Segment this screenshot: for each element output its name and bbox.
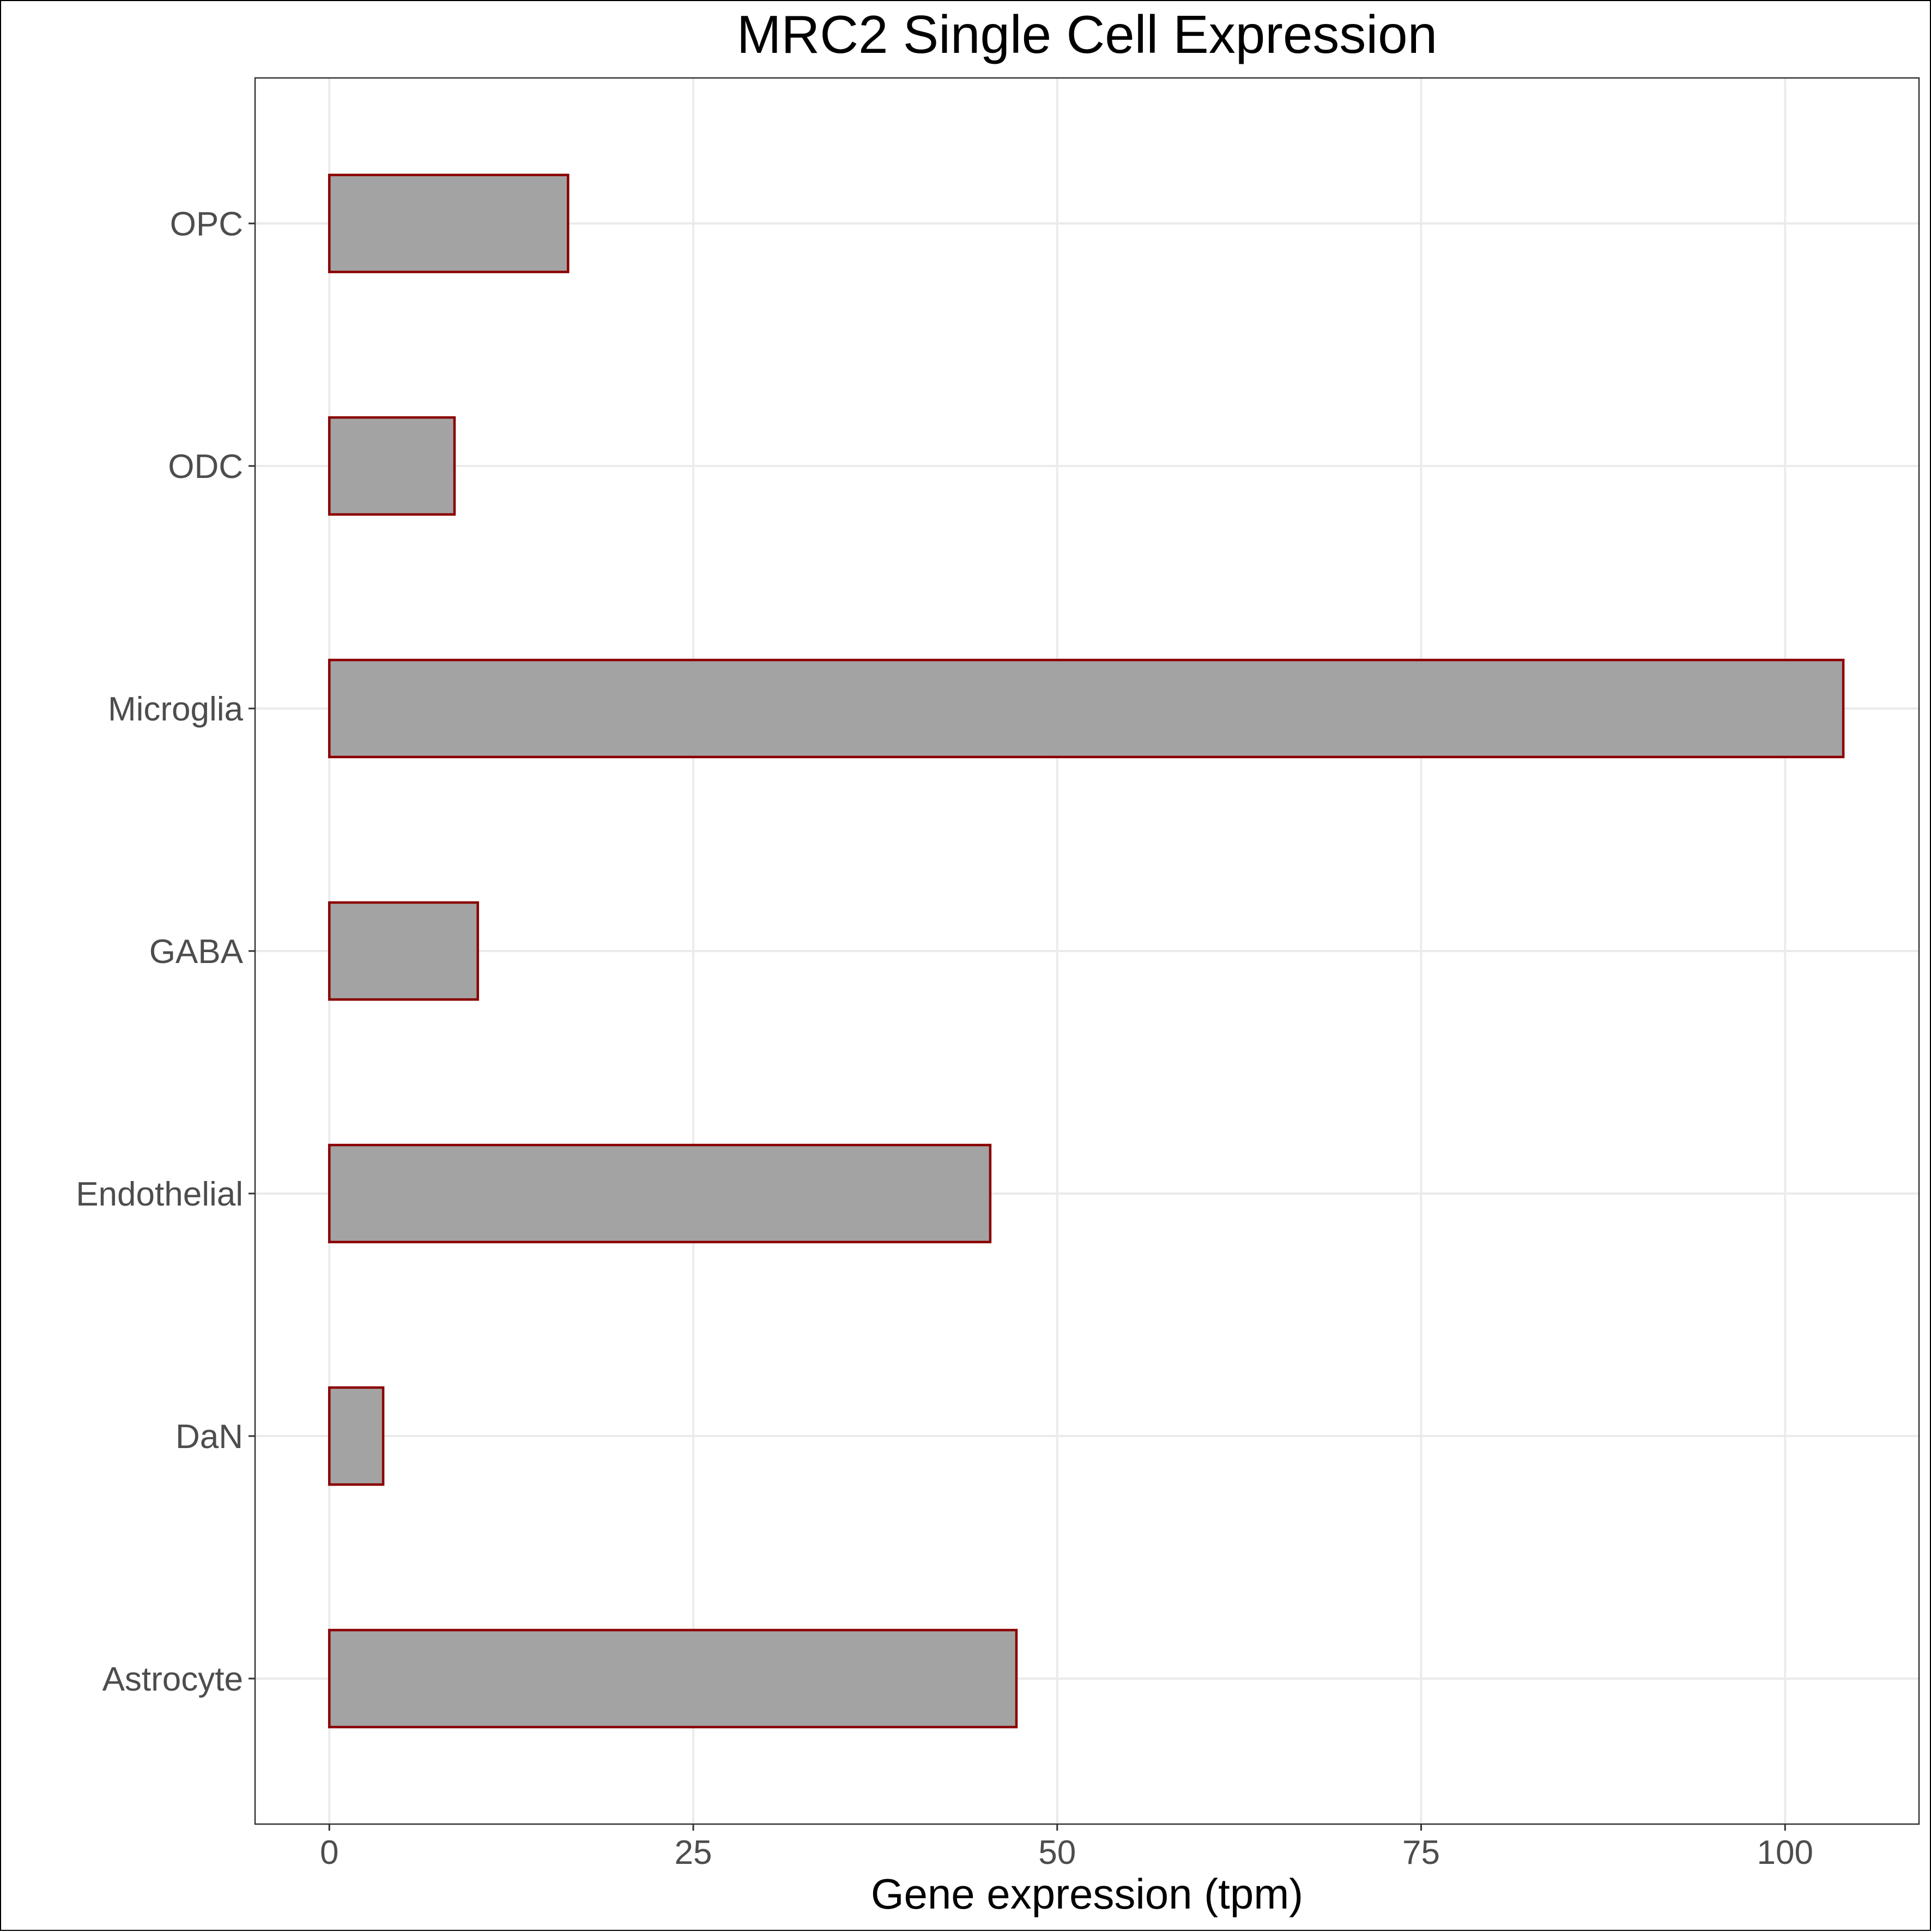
y-tick-label: Endothelial xyxy=(76,1176,243,1213)
x-axis-title: Gene expression (tpm) xyxy=(871,1870,1303,1918)
bar-microglia xyxy=(328,658,1845,759)
bar-astrocyte xyxy=(328,1628,1018,1729)
x-tick-label: 50 xyxy=(1038,1834,1076,1872)
bar-endothelial xyxy=(328,1143,992,1244)
bar-opc xyxy=(328,173,570,274)
x-tick-label: 0 xyxy=(320,1834,338,1872)
y-tick-label: DaN xyxy=(175,1418,243,1456)
bar-dan xyxy=(328,1386,385,1486)
y-tick-label: Microglia xyxy=(108,691,244,728)
y-tick-label: ODC xyxy=(168,448,243,486)
x-tick-label: 75 xyxy=(1402,1834,1440,1872)
x-tick-label: 100 xyxy=(1757,1834,1813,1872)
chart-title: MRC2 Single Cell Expression xyxy=(737,4,1437,64)
y-tick-label: OPC xyxy=(170,205,243,243)
x-axis: 0 25 50 75 100 xyxy=(320,1824,1813,1872)
bar-odc xyxy=(328,416,456,516)
gridlines xyxy=(255,78,1919,1824)
x-tick-label: 25 xyxy=(674,1834,712,1872)
y-axis: Astrocyte DaN Endothelial GABA Microglia ODC O… xyxy=(76,205,255,1698)
y-tick-label: Astrocyte xyxy=(102,1661,243,1698)
bar-gaba xyxy=(328,901,479,1001)
bars xyxy=(328,173,1845,1729)
y-tick-label: GABA xyxy=(149,933,244,971)
